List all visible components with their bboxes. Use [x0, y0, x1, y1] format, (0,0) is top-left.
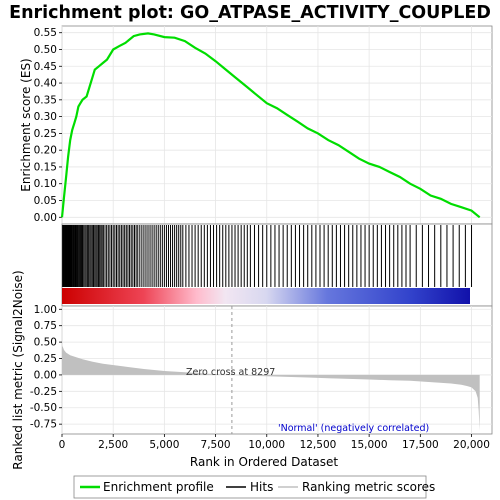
es-y-tick-label: 0.25: [34, 128, 57, 140]
metric-y-ticks: -0.75 -0.50 -0.25 0.00 0.25 0.50 0.75 1.00: [30, 304, 62, 431]
metric-y-tick-label: -0.75: [30, 419, 57, 431]
metric-y-tick-label: -0.50: [30, 402, 57, 414]
es-y-ticks: 0.00 0.05 0.10 0.15 0.20 0.25 0.30 0.35 0.40 0.45…: [34, 27, 62, 224]
legend-label-ranking: Ranking metric scores: [302, 480, 435, 494]
ranked-metric-panel: -0.75 -0.50 -0.25 0.00 0.25 0.50 0.75 1.00 0 2,5…: [11, 270, 493, 470]
x-tick-label: 2,500: [98, 439, 128, 451]
es-y-tick-label: 0.15: [34, 161, 57, 173]
negative-correlation-label: 'Normal' (negatively correlated): [278, 423, 429, 434]
x-axis-label: Rank in Ordered Dataset: [190, 455, 338, 469]
legend-label-enrichment: Enrichment profile: [103, 480, 214, 494]
legend: Enrichment profile Hits Ranking metric s…: [73, 475, 435, 499]
es-y-tick-label: 0.55: [34, 27, 57, 39]
metric-y-tick-label: 0.00: [34, 369, 57, 381]
metric-y-tick-label: 0.50: [34, 337, 57, 349]
es-y-axis-label: Enrichment score (ES): [19, 58, 33, 191]
es-y-tick-label: 0.00: [34, 212, 57, 224]
metric-y-axis-label: Ranked list metric (Signal2Noise): [11, 270, 25, 469]
hit-markers: [62, 225, 473, 287]
es-y-tick-label: 0.40: [34, 78, 57, 90]
es-y-tick-label: 0.05: [34, 195, 57, 207]
x-tick-label: 0: [59, 439, 66, 451]
x-tick-label: 10,000: [248, 439, 285, 451]
metric-y-tick-label: 0.75: [34, 320, 57, 332]
es-y-tick-label: 0.30: [34, 111, 57, 123]
enrichment-profile-line: [60, 32, 481, 219]
metric-y-tick-label: 1.00: [34, 304, 57, 316]
x-tick-label: 7,500: [201, 439, 231, 451]
metric-y-tick-label: -0.25: [30, 386, 57, 398]
es-y-tick-label: 0.20: [34, 145, 57, 157]
metric-x-ticks: 0 2,500 5,000 7,500 10,000 12,500 15,000 17,500…: [59, 434, 490, 451]
chart-title: Enrichment plot: GO_ATPASE_ACTIVITY_COUP…: [9, 3, 491, 23]
es-y-tick-label: 0.45: [34, 61, 57, 73]
x-tick-label: 15,000: [351, 439, 388, 451]
zero-cross-label: Zero cross at 8297: [186, 367, 275, 378]
hits-panel: [61, 223, 493, 307]
es-y-tick-label: 0.35: [34, 94, 57, 106]
x-tick-label: 5,000: [149, 439, 179, 451]
metric-y-tick-label: 0.25: [34, 353, 57, 365]
x-tick-label: 20,000: [453, 439, 490, 451]
x-tick-label: 12,500: [300, 439, 337, 451]
es-grid: [61, 26, 492, 224]
legend-label-hits: Hits: [250, 480, 273, 494]
enrichment-score-panel: 0.00 0.05 0.10 0.15 0.20 0.25 0.30 0.35 0.40 0.45…: [19, 25, 493, 225]
x-tick-label: 17,500: [402, 439, 439, 451]
es-y-tick-label: 0.10: [34, 178, 57, 190]
ranking-color-bar: [62, 288, 470, 304]
legend-frame: [73, 475, 427, 499]
es-y-tick-label: 0.50: [34, 44, 57, 56]
